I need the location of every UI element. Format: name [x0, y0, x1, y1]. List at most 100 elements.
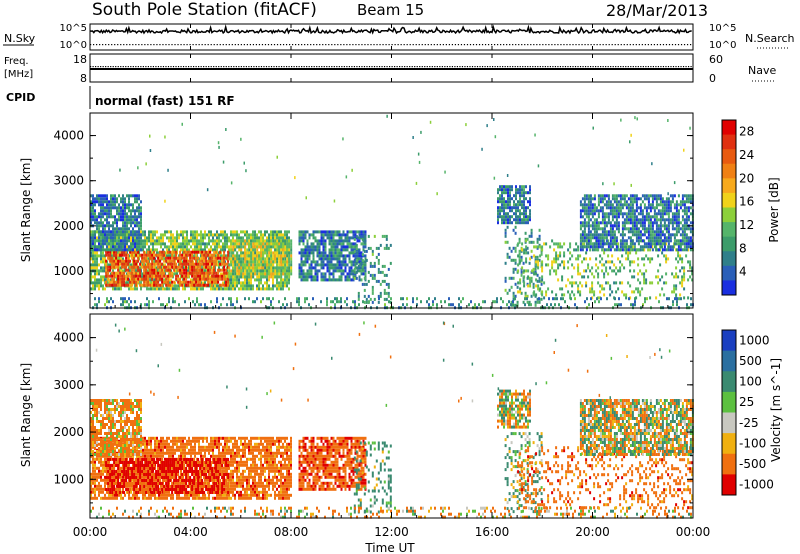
- heatmap-cell: [189, 280, 192, 284]
- heatmap-cell: [217, 277, 220, 281]
- heatmap-cell: [298, 233, 301, 237]
- nave-point: [338, 66, 340, 68]
- heatmap-cell: [284, 230, 286, 234]
- heatmap-cell: [625, 251, 628, 255]
- heatmap-cell: [234, 263, 237, 267]
- heatmap-cell: [364, 254, 367, 258]
- heatmap-cell: [100, 254, 102, 258]
- heatmap-cell: [314, 272, 317, 276]
- heatmap-cell: [236, 239, 238, 243]
- heatmap-cell: [533, 272, 536, 276]
- heatmap-cell: [528, 234, 531, 238]
- heatmap-cell: [100, 203, 102, 207]
- heatmap-cell: [371, 300, 374, 304]
- heatmap-cell: [90, 287, 92, 291]
- heatmap-cell: [677, 254, 680, 258]
- heatmap-cell: [256, 233, 258, 237]
- heatmap-cell: [623, 233, 626, 237]
- heatmap-cell: [304, 260, 307, 264]
- heatmap-cell: [350, 278, 353, 282]
- heatmap-cell: [665, 254, 668, 258]
- heatmap-cell: [529, 284, 532, 288]
- heatmap-cell: [120, 230, 122, 234]
- heatmap-cell: [106, 221, 108, 225]
- heatmap-cell: [153, 280, 156, 284]
- heatmap-cell: [310, 278, 313, 282]
- heatmap-cell: [519, 185, 521, 189]
- nave-point: [356, 66, 358, 68]
- heatmap-cell: [328, 248, 331, 252]
- heatmap-cell: [367, 294, 370, 298]
- heatmap-cell: [579, 209, 582, 213]
- nave-point: [160, 66, 162, 68]
- heatmap-cell: [312, 236, 315, 240]
- nave-point: [373, 66, 376, 68]
- heatmap-cell: [358, 254, 361, 258]
- heatmap-cell: [240, 263, 243, 267]
- heatmap-cell: [122, 221, 124, 225]
- heatmap-cell: [272, 251, 275, 255]
- heatmap-cell: [260, 251, 263, 255]
- heatmap-cell: [268, 254, 271, 258]
- heatmap-cell: [254, 236, 256, 240]
- heatmap-cell: [132, 263, 134, 267]
- heatmap-cell: [659, 278, 662, 282]
- heatmap-cell: [328, 266, 331, 270]
- nsearch-bottom-tick: 10^0: [709, 40, 736, 51]
- heatmap-cell: [98, 227, 100, 231]
- heatmap-cell: [118, 194, 120, 198]
- heatmap-cell: [138, 203, 140, 207]
- heatmap-cell: [276, 272, 279, 276]
- heatmap-cell: [121, 253, 124, 257]
- heatmap-cell: [246, 284, 248, 288]
- heatmap-cell: [223, 256, 226, 260]
- heatmap-cell: [94, 239, 96, 243]
- heatmap-cell: [534, 300, 537, 304]
- heatmap-cell: [657, 254, 660, 258]
- heatmap-cell: [514, 267, 517, 271]
- heatmap-cell: [607, 218, 610, 222]
- heatmap-cell: [607, 200, 610, 204]
- heatmap-cell: [227, 250, 230, 254]
- nsearch-point: [304, 44, 306, 46]
- heatmap-cell: [252, 275, 255, 279]
- nsearch-point: [255, 44, 258, 46]
- heatmap-cell: [192, 242, 194, 246]
- heatmap-cell: [178, 242, 180, 246]
- heatmap-cell: [256, 260, 259, 264]
- heatmap-cell: [288, 278, 290, 282]
- heatmap-cell: [232, 251, 235, 255]
- heatmap-cell: [181, 265, 184, 269]
- nsearch-point: [608, 44, 610, 46]
- heatmap-cell: [258, 269, 261, 273]
- heatmap-cell: [308, 248, 311, 252]
- heatmap-cell: [209, 259, 212, 263]
- heatmap-cell: [276, 236, 278, 240]
- nsearch-point: [198, 44, 200, 46]
- heatmap-cell: [683, 272, 686, 276]
- heatmap-cell: [134, 209, 136, 213]
- heatmap-cell: [505, 203, 507, 207]
- heatmap-cell: [240, 245, 243, 249]
- heatmap-cell: [603, 272, 606, 276]
- heatmap-cell: [377, 279, 380, 283]
- heatmap-cell: [515, 197, 517, 201]
- heatmap-cell: [589, 194, 592, 198]
- heatmap-cell: [601, 230, 604, 234]
- heatmap-cell: [330, 242, 333, 246]
- heatmap-cell: [202, 236, 204, 240]
- heatmap-cell: [505, 206, 507, 210]
- nsearch-point: [367, 44, 369, 46]
- heatmap-cell: [363, 282, 366, 286]
- heatmap-cell: [507, 215, 509, 219]
- heatmap-cell: [274, 269, 277, 273]
- heatmap-cell: [266, 236, 268, 240]
- heatmap-cell: [118, 230, 120, 234]
- heatmap-cell: [346, 263, 349, 267]
- heatmap-cell: [252, 284, 254, 288]
- heatmap-cell: [282, 251, 285, 255]
- heatmap-cell: [164, 278, 166, 282]
- nave-point: [685, 66, 687, 68]
- heatmap-cell: [553, 260, 556, 264]
- heatmap-cell: [132, 203, 134, 207]
